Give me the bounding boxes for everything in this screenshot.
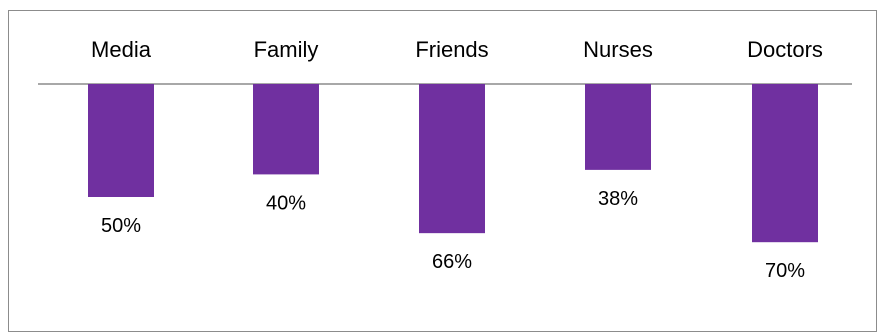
- bar-family: [253, 84, 319, 175]
- bar-doctors: [752, 84, 818, 243]
- category-label-nurses: Nurses: [583, 37, 653, 62]
- value-label-nurses: 38%: [598, 188, 638, 210]
- value-label-friends: 66%: [432, 251, 472, 273]
- category-label-friends: Friends: [415, 37, 488, 62]
- category-label-media: Media: [91, 37, 152, 62]
- value-label-doctors: 70%: [765, 260, 805, 282]
- bar-media: [88, 84, 154, 197]
- bars-layer: [88, 84, 818, 243]
- value-label-family: 40%: [266, 192, 306, 214]
- category-label-doctors: Doctors: [747, 37, 823, 62]
- category-labels: Media Family Friends Nurses Doctors: [91, 37, 823, 62]
- value-label-media: 50%: [101, 215, 141, 237]
- value-labels: 50% 40% 66% 38% 70%: [101, 188, 805, 282]
- bar-friends: [419, 84, 485, 234]
- bar-nurses: [585, 84, 651, 170]
- category-label-family: Family: [254, 37, 319, 62]
